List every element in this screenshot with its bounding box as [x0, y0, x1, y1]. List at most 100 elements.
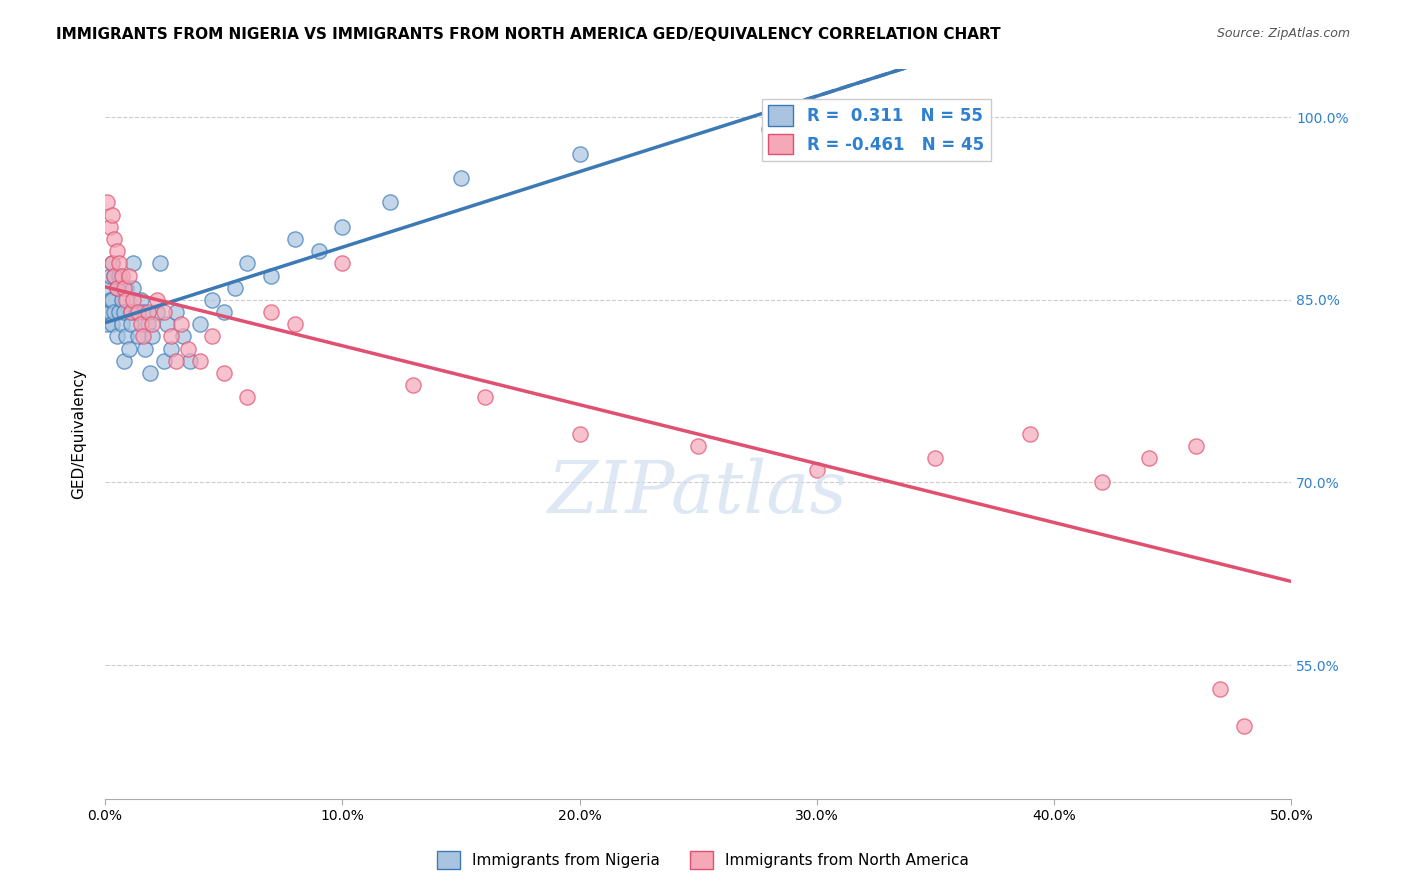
Immigrants from North America	[110, 268, 132, 283]
Immigrants from North America	[201, 329, 224, 343]
Immigrants from North America	[568, 426, 591, 441]
Text: Source: ZipAtlas.com: Source: ZipAtlas.com	[1216, 27, 1350, 40]
Immigrants from Nigeria	[120, 317, 142, 331]
Immigrants from North America	[118, 268, 141, 283]
Immigrants from Nigeria	[98, 268, 121, 283]
Immigrants from Nigeria	[308, 244, 330, 259]
Immigrants from North America	[177, 342, 200, 356]
Immigrants from North America	[96, 195, 118, 210]
Immigrants from North America	[136, 305, 159, 319]
Immigrants from North America	[212, 366, 235, 380]
Immigrants from North America	[98, 219, 121, 234]
Immigrants from North America	[105, 281, 128, 295]
Immigrants from North America	[688, 439, 710, 453]
Immigrants from North America	[103, 268, 125, 283]
Y-axis label: GED/Equivalency: GED/Equivalency	[72, 368, 86, 500]
Immigrants from Nigeria	[284, 232, 307, 246]
Immigrants from Nigeria	[141, 329, 163, 343]
Immigrants from Nigeria	[115, 329, 138, 343]
Immigrants from Nigeria	[758, 122, 780, 136]
Immigrants from Nigeria	[224, 281, 246, 295]
Immigrants from Nigeria	[108, 305, 131, 319]
Immigrants from Nigeria	[132, 305, 155, 319]
Immigrants from North America	[160, 329, 183, 343]
Immigrants from North America	[188, 353, 211, 368]
Immigrants from Nigeria	[188, 317, 211, 331]
Immigrants from Nigeria	[98, 293, 121, 307]
Immigrants from North America	[924, 451, 946, 466]
Immigrants from North America	[1137, 451, 1160, 466]
Text: IMMIGRANTS FROM NIGERIA VS IMMIGRANTS FROM NORTH AMERICA GED/EQUIVALENCY CORRELA: IMMIGRANTS FROM NIGERIA VS IMMIGRANTS FR…	[56, 27, 1001, 42]
Immigrants from Nigeria	[148, 256, 170, 270]
Immigrants from Nigeria	[103, 305, 125, 319]
Immigrants from Nigeria	[118, 342, 141, 356]
Immigrants from Nigeria	[98, 305, 121, 319]
Immigrants from North America	[141, 317, 163, 331]
Immigrants from North America	[806, 463, 828, 477]
Immigrants from Nigeria	[108, 268, 131, 283]
Immigrants from North America	[101, 256, 124, 270]
Immigrants from Nigeria	[112, 353, 135, 368]
Immigrants from Nigeria	[160, 342, 183, 356]
Immigrants from North America	[236, 390, 259, 404]
Legend: Immigrants from Nigeria, Immigrants from North America: Immigrants from Nigeria, Immigrants from…	[430, 845, 976, 875]
Immigrants from North America	[115, 293, 138, 307]
Immigrants from Nigeria	[129, 293, 152, 307]
Immigrants from North America	[105, 244, 128, 259]
Immigrants from Nigeria	[122, 281, 145, 295]
Immigrants from North America	[170, 317, 193, 331]
Immigrants from North America	[103, 232, 125, 246]
Immigrants from Nigeria	[165, 305, 187, 319]
Immigrants from Nigeria	[139, 366, 162, 380]
Immigrants from North America	[122, 293, 145, 307]
Immigrants from Nigeria	[146, 305, 169, 319]
Immigrants from North America	[108, 256, 131, 270]
Immigrants from North America	[1209, 682, 1232, 697]
Immigrants from Nigeria	[110, 293, 132, 307]
Immigrants from North America	[284, 317, 307, 331]
Immigrants from Nigeria	[101, 256, 124, 270]
Immigrants from Nigeria	[115, 281, 138, 295]
Immigrants from North America	[112, 281, 135, 295]
Immigrants from Nigeria	[96, 305, 118, 319]
Immigrants from Nigeria	[122, 256, 145, 270]
Immigrants from North America	[1019, 426, 1042, 441]
Immigrants from North America	[165, 353, 187, 368]
Immigrants from Nigeria	[127, 329, 149, 343]
Immigrants from Nigeria	[110, 317, 132, 331]
Immigrants from Nigeria	[120, 305, 142, 319]
Immigrants from North America	[474, 390, 496, 404]
Immigrants from North America	[146, 293, 169, 307]
Immigrants from Nigeria	[236, 256, 259, 270]
Immigrants from Nigeria	[96, 281, 118, 295]
Immigrants from Nigeria	[153, 353, 176, 368]
Immigrants from Nigeria	[125, 305, 148, 319]
Immigrants from North America	[101, 208, 124, 222]
Immigrants from Nigeria	[101, 317, 124, 331]
Immigrants from Nigeria	[330, 219, 353, 234]
Immigrants from Nigeria	[112, 305, 135, 319]
Immigrants from North America	[132, 329, 155, 343]
Immigrants from Nigeria	[156, 317, 179, 331]
Immigrants from North America	[1185, 439, 1208, 453]
Immigrants from Nigeria	[179, 353, 201, 368]
Legend: R =  0.311   N = 55, R = -0.461   N = 45: R = 0.311 N = 55, R = -0.461 N = 45	[762, 99, 990, 161]
Immigrants from North America	[1233, 719, 1256, 733]
Immigrants from North America	[330, 256, 353, 270]
Immigrants from Nigeria	[172, 329, 194, 343]
Immigrants from Nigeria	[260, 268, 283, 283]
Immigrants from North America	[153, 305, 176, 319]
Immigrants from Nigeria	[201, 293, 224, 307]
Immigrants from Nigeria	[105, 281, 128, 295]
Immigrants from North America	[120, 305, 142, 319]
Immigrants from North America	[129, 317, 152, 331]
Immigrants from Nigeria	[378, 195, 401, 210]
Immigrants from North America	[1090, 475, 1112, 490]
Immigrants from Nigeria	[96, 317, 118, 331]
Immigrants from North America	[260, 305, 283, 319]
Immigrants from North America	[402, 378, 425, 392]
Immigrants from Nigeria	[103, 268, 125, 283]
Immigrants from Nigeria	[101, 293, 124, 307]
Immigrants from Nigeria	[105, 329, 128, 343]
Immigrants from Nigeria	[450, 171, 472, 186]
